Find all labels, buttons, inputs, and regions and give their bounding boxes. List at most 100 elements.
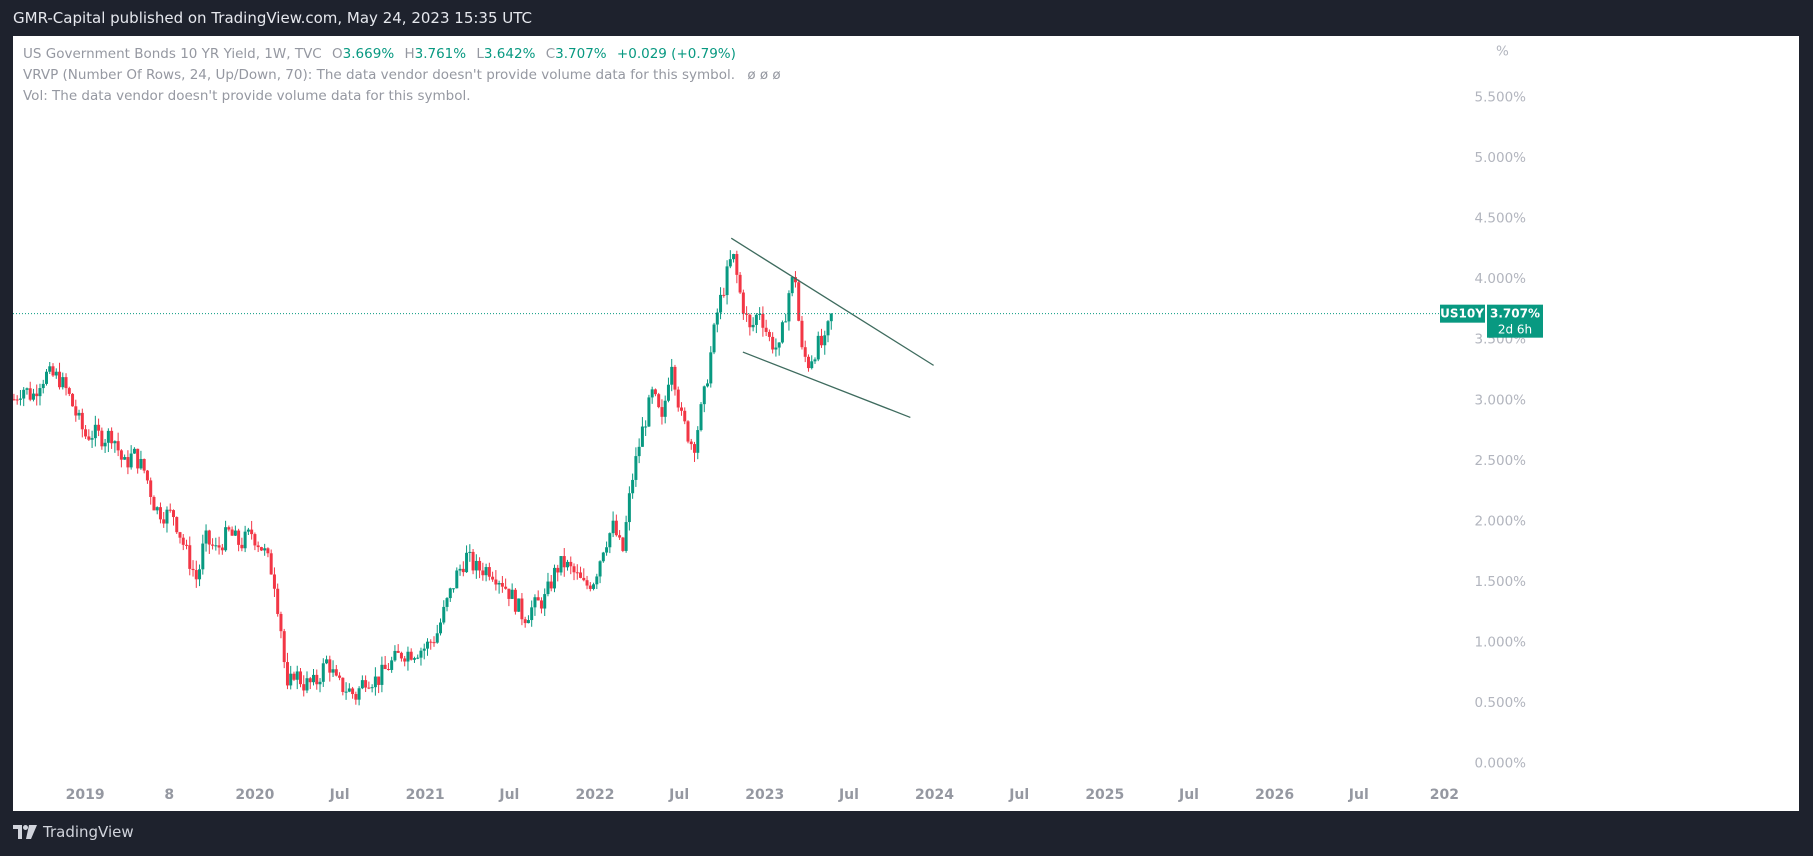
candle-body — [370, 687, 374, 689]
candle-body — [58, 371, 62, 388]
candle-body — [712, 324, 716, 353]
candle-body — [318, 681, 322, 685]
candle-body — [250, 529, 254, 535]
tradingview-logo[interactable]: TradingView — [13, 823, 134, 841]
candle-body — [272, 574, 276, 589]
symbol-title[interactable]: US Government Bonds 10 YR Yield, 1W, TVC — [23, 46, 322, 62]
y-tick-label: 2.500% — [1475, 453, 1527, 469]
candle-body — [826, 321, 830, 336]
candle-body — [25, 388, 29, 390]
candle-body — [276, 588, 280, 614]
candle-body — [699, 404, 703, 431]
candle-body — [507, 588, 511, 599]
candle-body — [787, 293, 791, 322]
candle-body — [517, 598, 521, 612]
candle-body — [504, 586, 508, 589]
candle-body — [351, 688, 355, 695]
open-value: 3.669% — [342, 46, 395, 62]
candle-body — [813, 359, 817, 362]
candle-body — [48, 366, 52, 372]
candle-body — [168, 509, 172, 511]
time-axis[interactable]: 2019 8 2020 Jul 2021 Jul 2022 Jul 2023 Jul 2024 Jul… — [66, 787, 1459, 803]
candle-body — [227, 527, 231, 530]
candle-body — [526, 620, 530, 624]
candle-body — [185, 544, 189, 546]
candle-body — [41, 383, 45, 389]
x-tick-label: Jul — [838, 787, 859, 803]
vol-indicator[interactable]: Vol: The data vendor doesn't provide vol… — [23, 88, 471, 104]
candle-body — [829, 313, 833, 322]
candle-body — [429, 641, 433, 643]
candle-body — [618, 535, 622, 538]
candle-body — [282, 631, 286, 663]
candle-body — [259, 547, 263, 551]
x-tick-label: 2024 — [915, 787, 954, 803]
y-tick-label: 1.000% — [1475, 634, 1527, 650]
candle-body — [748, 314, 752, 328]
candle-body — [569, 561, 573, 567]
candle-body — [220, 547, 224, 551]
x-tick-label: Jul — [1348, 787, 1369, 803]
y-tick-label: 3.000% — [1475, 392, 1527, 408]
candle-body — [500, 583, 504, 587]
candle-body — [165, 509, 169, 524]
candle-body — [51, 366, 55, 376]
candle-body — [171, 510, 175, 518]
candle-body — [800, 320, 804, 348]
candle-body — [224, 527, 228, 551]
candle-body — [93, 424, 97, 439]
candle-body — [18, 398, 22, 400]
candle-body — [142, 458, 146, 471]
candle-body — [679, 407, 683, 411]
candle-body — [22, 389, 26, 399]
candle-body — [129, 453, 133, 468]
candle-body — [240, 544, 244, 549]
candle-body — [364, 680, 368, 688]
price-axis[interactable]: 0.000% 0.500% 1.000% 1.500% 2.000% 2.500% 3.00… — [1475, 44, 1527, 772]
candle-body — [308, 678, 312, 683]
candle-body — [97, 424, 101, 431]
candle-body — [497, 583, 501, 585]
price-badge: 3.707% — [1490, 307, 1540, 321]
high-value: 3.761% — [414, 46, 467, 62]
chart-area[interactable]: 0.000% 0.500% 1.000% 1.500% 2.000% 2.500% 3.00… — [13, 36, 1799, 811]
candle-body — [784, 321, 788, 323]
candle-body — [331, 669, 335, 673]
candle-body — [416, 657, 420, 659]
candle-body — [191, 568, 195, 571]
candle-body — [549, 581, 553, 589]
candle-body — [357, 688, 361, 700]
candle-body — [513, 589, 517, 612]
candle-body — [28, 388, 32, 400]
candle-body — [686, 421, 690, 442]
candle-body — [35, 393, 39, 397]
candle-body — [520, 598, 524, 620]
candle-body — [126, 457, 130, 468]
candle-body — [373, 676, 377, 688]
x-tick-label: 2023 — [745, 787, 784, 803]
candle-body — [256, 545, 260, 548]
vrvp-indicator[interactable]: VRVP (Number Of Rows, 24, Up/Down, 70): … — [23, 67, 736, 83]
candle-body — [439, 622, 443, 634]
candle-body — [90, 438, 94, 440]
candle-body — [777, 342, 781, 348]
candle-body — [559, 556, 563, 573]
candle-body — [204, 530, 208, 544]
trendlines-layer[interactable] — [730, 237, 934, 419]
candle-body — [305, 678, 309, 691]
candle-body — [598, 561, 602, 577]
candle-body — [465, 552, 469, 573]
candle-body — [77, 412, 81, 416]
candle-body — [452, 588, 456, 590]
candle-body — [435, 633, 439, 643]
candle-body — [676, 389, 680, 408]
x-tick-label: Jul — [329, 787, 350, 803]
candle-body — [302, 684, 306, 691]
vrvp-values: ø ø ø — [747, 67, 781, 83]
candle-body — [608, 533, 612, 548]
price-chart[interactable]: 0.000% 0.500% 1.000% 1.500% 2.000% 2.500% 3.00… — [13, 36, 1799, 811]
candle-body — [738, 274, 742, 293]
candle-body — [745, 313, 749, 315]
candle-body — [237, 530, 241, 545]
candle-body — [657, 394, 661, 408]
